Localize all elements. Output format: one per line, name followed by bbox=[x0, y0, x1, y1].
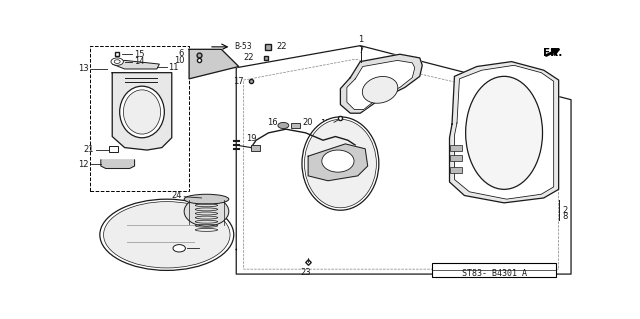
Ellipse shape bbox=[184, 197, 229, 226]
Text: 7: 7 bbox=[358, 46, 364, 55]
Text: 24: 24 bbox=[171, 191, 182, 200]
Ellipse shape bbox=[104, 202, 230, 268]
Polygon shape bbox=[308, 144, 367, 181]
Text: 6: 6 bbox=[179, 48, 184, 57]
Bar bbox=[449, 145, 462, 151]
Polygon shape bbox=[236, 46, 571, 274]
Polygon shape bbox=[340, 54, 422, 113]
Text: 8: 8 bbox=[562, 212, 568, 221]
Text: 1: 1 bbox=[358, 35, 364, 44]
Polygon shape bbox=[189, 49, 239, 79]
Bar bbox=[449, 155, 462, 161]
Text: 14: 14 bbox=[134, 57, 145, 66]
Ellipse shape bbox=[302, 117, 379, 210]
Polygon shape bbox=[449, 62, 559, 203]
Text: 2: 2 bbox=[562, 206, 568, 215]
Ellipse shape bbox=[362, 77, 398, 103]
Ellipse shape bbox=[305, 119, 376, 208]
Text: 4: 4 bbox=[360, 161, 365, 171]
Bar bbox=[432, 263, 556, 277]
Polygon shape bbox=[112, 60, 159, 69]
Text: 3: 3 bbox=[202, 242, 207, 252]
Text: 21: 21 bbox=[83, 145, 94, 154]
Text: 11: 11 bbox=[168, 63, 179, 72]
Text: 20: 20 bbox=[302, 118, 313, 127]
Ellipse shape bbox=[466, 76, 543, 189]
Text: B-53: B-53 bbox=[234, 42, 252, 51]
Ellipse shape bbox=[114, 60, 120, 63]
Polygon shape bbox=[347, 60, 415, 109]
Ellipse shape bbox=[100, 199, 234, 271]
Ellipse shape bbox=[278, 122, 289, 129]
Text: 19: 19 bbox=[246, 134, 257, 144]
Text: 5: 5 bbox=[360, 167, 365, 175]
Polygon shape bbox=[101, 160, 134, 168]
Ellipse shape bbox=[184, 194, 229, 204]
Text: FR.: FR. bbox=[543, 48, 563, 57]
Bar bbox=[251, 145, 260, 151]
Text: 22: 22 bbox=[243, 53, 253, 63]
Bar bbox=[291, 122, 300, 128]
Ellipse shape bbox=[124, 90, 161, 134]
Text: 17: 17 bbox=[233, 77, 244, 86]
Bar bbox=[109, 146, 118, 152]
Text: 16: 16 bbox=[267, 118, 277, 127]
Polygon shape bbox=[112, 73, 172, 150]
Ellipse shape bbox=[173, 245, 186, 252]
Ellipse shape bbox=[322, 150, 354, 172]
Text: 12: 12 bbox=[79, 160, 89, 169]
Text: ST83- B4301 A: ST83- B4301 A bbox=[461, 269, 527, 278]
Polygon shape bbox=[454, 65, 554, 199]
Text: 9: 9 bbox=[202, 248, 207, 256]
Text: 23: 23 bbox=[300, 268, 311, 277]
Ellipse shape bbox=[111, 58, 124, 65]
Text: 10: 10 bbox=[173, 56, 184, 65]
Text: 18: 18 bbox=[320, 119, 330, 128]
Ellipse shape bbox=[120, 86, 164, 138]
Bar bbox=[90, 46, 189, 190]
Text: 15: 15 bbox=[134, 50, 145, 59]
Text: 13: 13 bbox=[78, 64, 89, 73]
Bar bbox=[449, 167, 462, 174]
Text: 22: 22 bbox=[276, 42, 287, 51]
